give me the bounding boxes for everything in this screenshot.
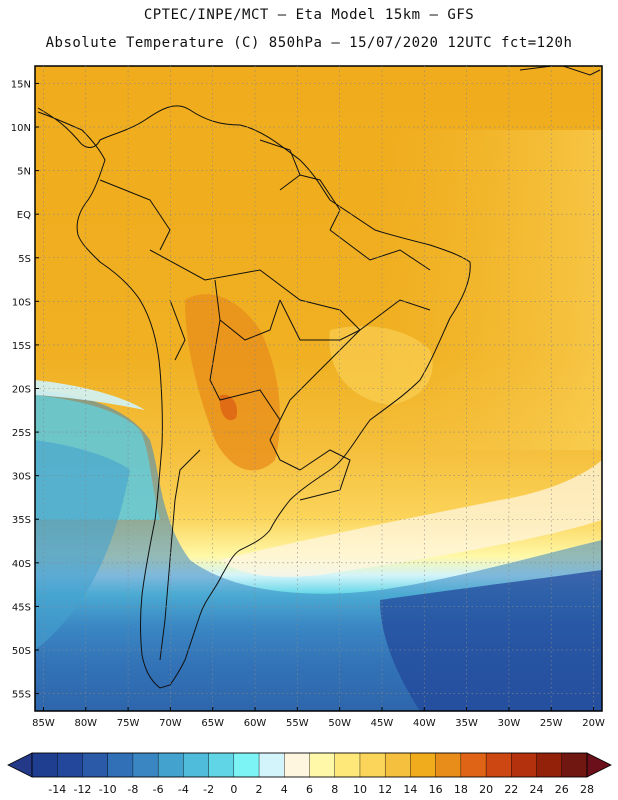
colorbar-swatch (157, 752, 184, 778)
colorbar-swatch (334, 752, 361, 778)
colorbar-swatch (107, 752, 134, 778)
colorbar-swatch (536, 752, 563, 778)
colorbar-swatch (82, 752, 109, 778)
colorbar-label: 26 (555, 783, 569, 796)
colorbar-border (31, 752, 588, 778)
lat-tick-label: 35S (12, 515, 31, 526)
colorbar-swatch (410, 752, 437, 778)
lat-tick-label: 55S (12, 690, 31, 701)
temperature-field (35, 66, 602, 711)
colorbar-label: 10 (353, 783, 367, 796)
lat-tick-label: 50S (12, 646, 31, 657)
lon-tick-label: 60W (244, 718, 267, 729)
colorbar-swatch (309, 752, 336, 778)
colorbar-swatch (485, 752, 512, 778)
colorbar-swatch (284, 752, 311, 778)
colorbar-label: 28 (580, 783, 594, 796)
colorbar-swatch (31, 752, 58, 778)
colorbar-label: 16 (429, 783, 443, 796)
colorbar-min-arrow (7, 752, 33, 778)
colorbar-label: -14 (48, 783, 66, 796)
colorbar-swatch (561, 752, 588, 778)
lat-tick-label: 40S (12, 559, 31, 570)
lon-tick-label: 35W (455, 718, 478, 729)
colorbar-swatch (460, 752, 487, 778)
colorbar-label: 4 (281, 783, 288, 796)
colorbar-swatch (233, 752, 260, 778)
lon-tick-label: 75W (117, 718, 140, 729)
lon-tick-label: 85W (32, 718, 55, 729)
lon-tick-label: 55W (286, 718, 309, 729)
colorbar-label: 22 (504, 783, 518, 796)
colorbar-swatch (258, 752, 285, 778)
lon-tick-label: 70W (159, 718, 182, 729)
colorbar-swatch (57, 752, 83, 778)
colorbar-label: 6 (306, 783, 313, 796)
colorbar-max-arrow (586, 752, 612, 778)
lat-tick-label: 30S (12, 472, 31, 483)
colorbar-label: -8 (127, 783, 138, 796)
colorbar-label: -6 (153, 783, 164, 796)
colorbar-label: 0 (230, 783, 237, 796)
lon-tick-label: 80W (74, 718, 97, 729)
colorbar-label: 8 (331, 783, 338, 796)
colorbar-label: 20 (479, 783, 493, 796)
lon-tick-label: 40W (413, 718, 436, 729)
colorbar-label: 24 (530, 783, 544, 796)
graticule (35, 66, 602, 711)
lat-tick-label: 5S (18, 254, 31, 265)
lat-tick-label: 45S (12, 602, 31, 613)
lat-tick-label: 15N (11, 79, 31, 90)
lat-tick-label: 20S (12, 385, 31, 396)
lat-tick-label: 5N (17, 167, 31, 178)
colorbar: -14 -12 -10 -8 -6 -4 -2 0 2 4 6 8 10 12 14 16 18 20 22 24 26… (7, 752, 612, 796)
latitude-axis: 15N 10N 5N EQ 5S 10S 15S 20S 25S 30S 35S 40S 45S 50S 5… (11, 79, 39, 701)
colorbar-swatch (511, 752, 538, 778)
lat-tick-label: 25S (12, 428, 31, 439)
lon-tick-label: 20W (582, 718, 605, 729)
colorbar-label: -2 (203, 783, 214, 796)
lon-tick-label: 50W (328, 718, 351, 729)
colorbar-swatch (132, 752, 159, 778)
lat-tick-label: 15S (12, 341, 31, 352)
lat-tick-label: 10S (12, 297, 31, 308)
lat-tick-label: 10N (11, 123, 31, 134)
lon-tick-label: 65W (201, 718, 224, 729)
colorbar-swatch (359, 752, 386, 778)
map-title-line2: Absolute Temperature (C) 850hPa – 15/07/… (45, 35, 573, 51)
lon-tick-label: 25W (540, 718, 563, 729)
colorbar-label: 18 (454, 783, 468, 796)
colorbar-label: -4 (178, 783, 189, 796)
lon-tick-label: 45W (371, 718, 394, 729)
colorbar-swatch (384, 752, 411, 778)
colorbar-swatch (208, 752, 235, 778)
longitude-axis: 85W 80W 75W 70W 65W 60W 55W 50W 45W 40W 35W 30W 25W 2… (32, 707, 605, 729)
colorbar-label: 12 (378, 783, 392, 796)
coastlines (37, 66, 601, 689)
map-title-line1: CPTEC/INPE/MCT – Eta Model 15km – GFS (143, 7, 475, 23)
colorbar-label: -10 (99, 783, 117, 796)
colorbar-swatch (435, 752, 462, 778)
lat-tick-label: EQ (17, 210, 31, 221)
colorbar-label: -12 (73, 783, 91, 796)
lon-tick-label: 30W (498, 718, 521, 729)
colorbar-label: 14 (403, 783, 417, 796)
colorbar-label: 2 (256, 783, 263, 796)
colorbar-swatch (183, 752, 210, 778)
